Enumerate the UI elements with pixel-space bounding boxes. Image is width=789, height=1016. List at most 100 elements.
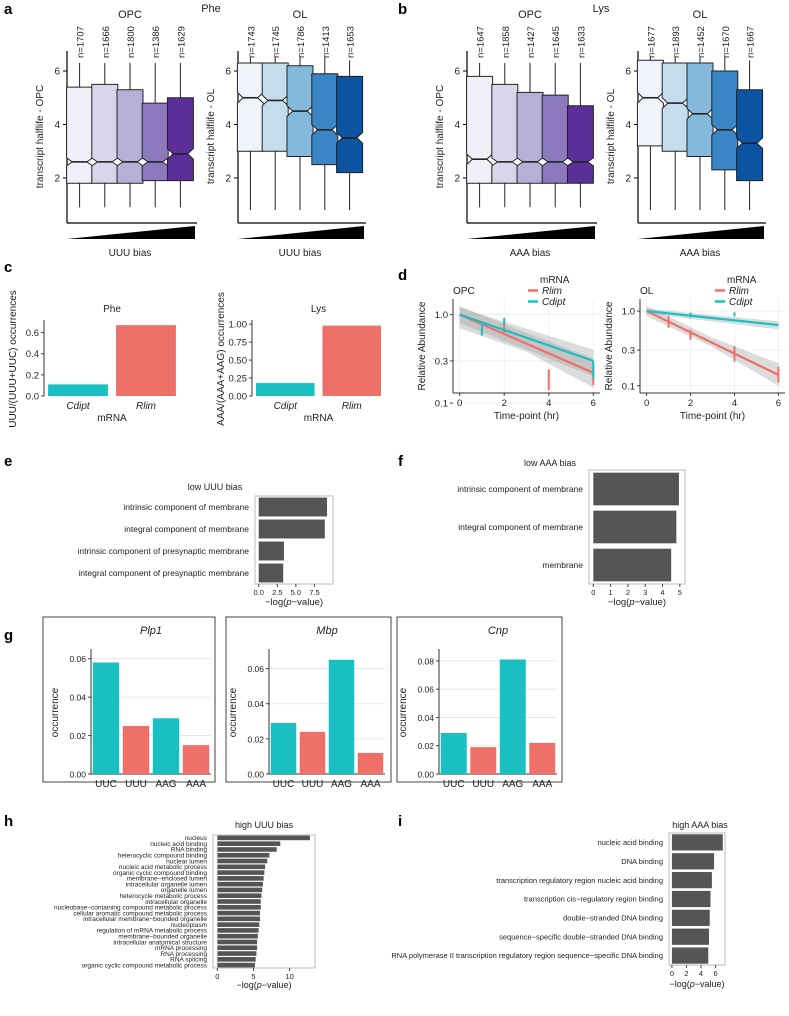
y-tick-label: 1.0 — [622, 307, 635, 318]
fit-line-cdipt — [646, 309, 779, 327]
x-tick-label: 1 — [609, 588, 613, 597]
y-axis-label: Relative Abundance — [604, 301, 615, 390]
bar-term — [217, 899, 261, 904]
bar-term — [217, 881, 263, 887]
x-tick-label: Rlim — [342, 401, 362, 412]
x-axis-label: mRNA — [304, 413, 334, 424]
bar-uuc — [270, 723, 297, 774]
y-tick-label: 0.00 — [417, 770, 434, 780]
box-5 — [166, 97, 194, 182]
y-tick-label: 0.0 — [26, 392, 39, 403]
x-axis-label: Time-point (hr) — [494, 411, 559, 422]
chart-title: Plp1 — [140, 625, 162, 637]
term-label: cellular aromatic compound metabolic pro… — [73, 910, 207, 917]
y-tick-label: 4 — [225, 120, 231, 131]
x-tick-label: AAG — [502, 779, 523, 790]
bar-uuu — [299, 731, 326, 774]
x-axis-label: UUU bias — [109, 248, 152, 259]
bar-aaa — [357, 752, 384, 774]
x-tick-label: 4 — [699, 969, 703, 978]
bar-term — [217, 951, 257, 956]
y-tick-label: 0.75 — [229, 338, 248, 349]
bar-term — [258, 519, 325, 539]
panel-label-i: i — [398, 813, 402, 830]
n-label: n=1677 — [646, 26, 657, 58]
x-tick-label: Cdipt — [66, 401, 91, 412]
bar-term — [593, 472, 679, 506]
y-tick-label: 6 — [225, 67, 231, 78]
panel-label-b: b — [398, 1, 407, 18]
x-tick-label: 2 — [626, 588, 630, 597]
y-tick-label: 2 — [454, 173, 460, 184]
term-label: double−stranded DNA binding — [563, 913, 663, 922]
bar-uuc — [440, 733, 467, 774]
x-tick-label: 0 — [644, 398, 649, 409]
term-label: integral component of presynaptic membra… — [78, 568, 249, 578]
term-label: intracellular organelle lumen — [126, 881, 208, 888]
x-tick-label: 10 — [286, 972, 294, 981]
bar-aag — [328, 659, 355, 774]
term-label: RNA polymerase II transcription regulato… — [391, 951, 663, 960]
term-label: membrane−enclosed lumen — [127, 876, 208, 883]
y-tick-label: 2 — [625, 173, 631, 184]
term-label: intrinsic component of presynaptic membr… — [78, 546, 250, 556]
box-1 — [236, 62, 264, 152]
box-4 — [711, 70, 739, 171]
panel-label-a: a — [4, 1, 13, 18]
x-axis-label: −log(p−value) — [669, 979, 724, 989]
chart-title: Phe — [103, 304, 121, 315]
term-label: intrinsic component of membrane — [123, 502, 249, 512]
y-tick-label: 0.1 — [622, 381, 635, 392]
bar-term — [217, 852, 270, 858]
n-label: n=1745 — [271, 26, 282, 58]
panel-label-g: g — [4, 627, 13, 644]
ci-band-rlim — [646, 305, 779, 386]
y-tick-label: 0.3 — [622, 346, 635, 357]
x-tick-label: AAA — [186, 779, 206, 790]
term-label: nucleic acid binding — [150, 841, 207, 848]
y-axis-label: occurrence — [50, 687, 61, 737]
y-tick-label: 0.1 — [435, 399, 448, 410]
x-tick-label: 6 — [591, 398, 596, 409]
term-label: membrane — [542, 560, 583, 570]
bias-wedge — [467, 226, 595, 239]
n-label: n=1858 — [501, 26, 512, 58]
panel-header-lys: Lys — [593, 3, 610, 15]
bar-term — [217, 945, 258, 951]
n-label: n=1666 — [101, 26, 112, 58]
x-tick-label: AAG — [155, 779, 176, 790]
term-label: intracellular membrane−bounded organelle — [83, 916, 207, 923]
bias-wedge — [638, 226, 764, 239]
bar-aag — [152, 718, 180, 774]
x-axis-label: mRNA — [97, 413, 127, 424]
x-tick-label: AAG — [331, 779, 352, 790]
bar-term — [217, 910, 261, 916]
x-tick-label: Rlim — [136, 401, 156, 412]
box-1 — [636, 59, 664, 147]
bar-term — [217, 858, 268, 864]
y-tick-label: 0.04 — [69, 693, 86, 703]
term-label: heterocycle metabolic process — [120, 893, 208, 900]
y-tick-label: 0.00 — [229, 392, 248, 403]
term-label: membrane−bounded organelle — [118, 933, 207, 940]
bar-term — [217, 841, 281, 846]
plot-border — [668, 832, 726, 966]
chart-title: low UUU bias — [188, 482, 243, 492]
box-2 — [261, 62, 289, 152]
bar-term — [258, 563, 284, 583]
term-label: heterocyclic compound binding — [118, 853, 208, 860]
bar-term — [217, 847, 277, 852]
y-tick-label: 0.06 — [247, 664, 264, 674]
bar-term — [258, 497, 328, 517]
y-axis-label: transcript halflife - OL — [606, 89, 617, 184]
chart-title: Cnp — [488, 625, 508, 637]
fit-line-cdipt — [459, 313, 594, 362]
group-title: OL — [293, 9, 308, 21]
n-label: n=1413 — [321, 26, 332, 58]
bar-term — [217, 864, 266, 870]
x-tick-label: 5.0 — [291, 588, 301, 597]
y-tick-label: 0.00 — [69, 770, 86, 780]
bar-term — [217, 928, 259, 933]
box-3 — [516, 91, 544, 184]
panel-label-d: d — [398, 267, 407, 284]
